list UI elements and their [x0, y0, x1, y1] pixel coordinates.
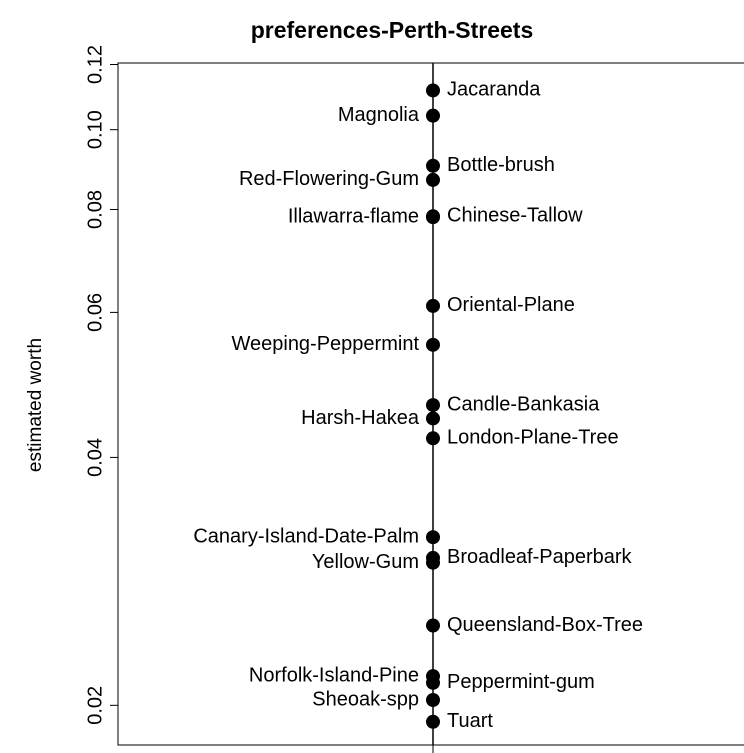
dot	[426, 210, 440, 225]
chart-title: preferences-Perth-Streets	[251, 17, 534, 43]
y-axis-label: estimated worth	[25, 338, 46, 472]
dot	[426, 158, 440, 173]
dot	[426, 530, 440, 545]
point-label: Illawarra-flame	[288, 205, 419, 227]
dot	[426, 298, 440, 313]
dot	[426, 675, 440, 690]
y-tick-label: 0.02	[84, 686, 106, 725]
dot	[426, 431, 440, 446]
point-label: Peppermint-gum	[447, 671, 595, 693]
y-tick-label: 0.08	[84, 190, 106, 229]
y-tick-label: 0.04	[84, 438, 106, 477]
y-tick-label: 0.06	[84, 293, 106, 332]
dot	[426, 618, 440, 633]
dot	[426, 172, 440, 187]
point-label: Candle-Bankasia	[447, 393, 600, 415]
point-label: Chinese-Tallow	[447, 205, 583, 227]
dot	[426, 411, 440, 426]
dot	[426, 337, 440, 352]
point-label: Bottle-brush	[447, 154, 555, 176]
point-label: Harsh-Hakea	[301, 407, 420, 429]
dot	[426, 83, 440, 98]
point-label: Canary-Island-Date-Palm	[193, 526, 419, 548]
point-label: Jacaranda	[447, 79, 541, 101]
point-label: Weeping-Peppermint	[231, 333, 419, 355]
point-label: London-Plane-Tree	[447, 427, 619, 449]
y-tick-label: 0.10	[84, 110, 106, 149]
point-label: Queensland-Box-Tree	[447, 614, 643, 636]
point-label: Yellow-Gum	[312, 551, 419, 573]
dot	[426, 555, 440, 570]
point-label: Tuart	[447, 710, 493, 732]
dot	[426, 398, 440, 413]
point-label: Norfolk-Island-Pine	[249, 664, 419, 686]
point-label: Sheoak-spp	[312, 688, 419, 710]
y-tick-label: 0.12	[84, 45, 106, 84]
dot	[426, 714, 440, 729]
plot-frame	[117, 62, 744, 746]
dot	[426, 692, 440, 707]
dot	[426, 108, 440, 123]
point-label: Magnolia	[338, 104, 420, 126]
point-label: Broadleaf-Paperbark	[447, 546, 633, 568]
point-label: Red-Flowering-Gum	[239, 168, 419, 190]
point-label: Oriental-Plane	[447, 294, 575, 316]
